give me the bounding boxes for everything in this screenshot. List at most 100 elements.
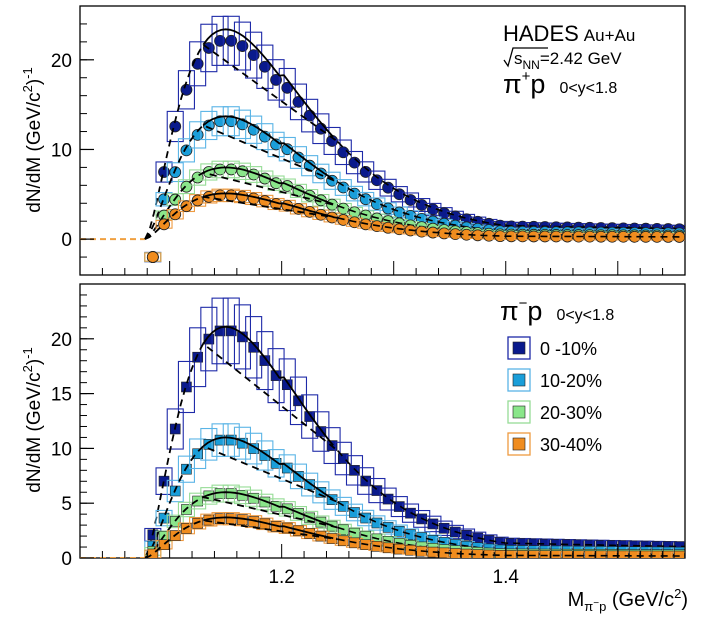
sys-error-box <box>301 472 319 497</box>
sys-error-box <box>222 15 240 66</box>
data-point <box>382 522 394 533</box>
fit-curve-tail <box>337 450 685 548</box>
data-point <box>214 163 226 176</box>
sys-error-box <box>345 503 364 522</box>
sys-error-box <box>177 70 195 110</box>
sys-error-box <box>166 408 184 450</box>
bot-y-tick-label: 20 <box>51 330 72 351</box>
x-axis-label: Mπ−p (GeV/c2) <box>568 586 688 614</box>
bot-y-tick-label: 0 <box>61 549 72 570</box>
top-y-tick-label: 0 <box>61 230 72 251</box>
sys-error-box <box>312 113 330 145</box>
legend-label: 20-30% <box>540 403 602 423</box>
legend-box <box>507 368 531 392</box>
sys-error-box <box>177 179 195 195</box>
sys-error-box <box>177 455 195 483</box>
fit-curve <box>202 436 334 501</box>
bottom-axes: 0 5 10 15 20 1.2 1.4 <box>51 283 664 588</box>
fit-curve <box>202 115 334 181</box>
bottom-data-marks <box>80 297 685 558</box>
data-point <box>203 333 215 345</box>
fit-curve-dashed <box>144 195 338 240</box>
data-point <box>539 550 551 558</box>
bottom-plot-frame <box>79 283 686 559</box>
data-point <box>214 34 226 47</box>
data-point <box>394 501 405 512</box>
sys-error-box <box>401 192 420 208</box>
data-point <box>293 395 304 407</box>
legend-label: 10-20% <box>540 371 602 391</box>
sys-error-box <box>334 441 352 476</box>
fit-curve <box>202 192 334 218</box>
data-point <box>192 448 203 460</box>
x-tick-label: 1.4 <box>493 567 520 588</box>
data-point <box>169 516 181 527</box>
top-plot-frame <box>79 5 686 276</box>
sys-error-box <box>390 496 408 518</box>
sys-error-box <box>267 59 285 101</box>
sys-error-box <box>289 146 308 169</box>
sys-error-box <box>245 316 263 379</box>
sys-error-box <box>289 376 308 426</box>
data-point <box>158 512 170 524</box>
data-point <box>360 512 371 524</box>
top-y-tick-label: 20 <box>51 51 72 72</box>
sqrt-symbol <box>503 47 548 68</box>
data-point <box>247 49 260 62</box>
fit-curve-tail <box>337 217 685 238</box>
data-point <box>147 548 159 558</box>
sys-error-box <box>379 178 397 197</box>
fit-curve <box>202 28 334 138</box>
sys-error-box <box>323 427 341 465</box>
sys-error-box <box>189 41 207 87</box>
data-point <box>394 525 405 537</box>
fit-curve-dashed <box>144 124 339 240</box>
sys-error-box <box>334 496 352 516</box>
bottom-y-axis-label: dN/dM (GeV/c2)-1 <box>20 347 45 493</box>
fit-curve-dashed <box>144 496 338 558</box>
fit-curve-dashed <box>144 445 339 558</box>
fit-curve-dashed <box>144 171 338 240</box>
sys-error-box <box>357 467 375 495</box>
fit-curve <box>202 491 334 527</box>
top-y-axis-label: dN/dM (GeV/c2)-1 <box>20 67 45 213</box>
sys-error-box <box>323 126 341 156</box>
sys-error-box <box>401 503 420 523</box>
data-point <box>337 453 349 464</box>
legend-box <box>507 336 531 360</box>
data-point <box>225 434 237 446</box>
sys-error-box <box>166 479 184 503</box>
sys-error-box <box>189 121 207 149</box>
bottom-particle-label: π−p 0<y<1.8 <box>500 295 614 326</box>
data-point <box>337 501 349 512</box>
sys-error-box <box>289 463 308 490</box>
sys-error-box <box>177 501 195 518</box>
data-point <box>158 539 170 550</box>
legend-marker <box>512 373 526 387</box>
sys-error-box <box>166 514 184 529</box>
data-point <box>550 550 562 558</box>
data-point <box>382 493 394 505</box>
data-point <box>304 411 315 422</box>
top-axes: 0 10 20 <box>51 5 664 276</box>
legend-box <box>507 400 531 424</box>
data-point <box>225 325 237 337</box>
sys-error-box <box>357 161 375 183</box>
data-point <box>315 487 327 498</box>
experiment-label: HADES Au+Au <box>503 21 635 46</box>
legend-marker <box>512 437 526 451</box>
top-data-marks <box>80 15 685 263</box>
data-point <box>169 166 182 179</box>
sys-error-box <box>368 170 386 190</box>
sys-error-box <box>177 138 195 163</box>
data-point <box>192 351 203 363</box>
fit-curve <box>202 516 334 540</box>
data-point <box>225 163 238 176</box>
sys-error-box <box>357 191 375 207</box>
sys-error-box <box>245 432 263 465</box>
sys-error-box <box>166 110 184 143</box>
x-tick-label: 1.2 <box>268 567 294 588</box>
top-particle-label: π+p 0<y<1.8 <box>503 68 617 99</box>
data-point <box>360 475 371 487</box>
sys-error-box <box>155 467 173 495</box>
